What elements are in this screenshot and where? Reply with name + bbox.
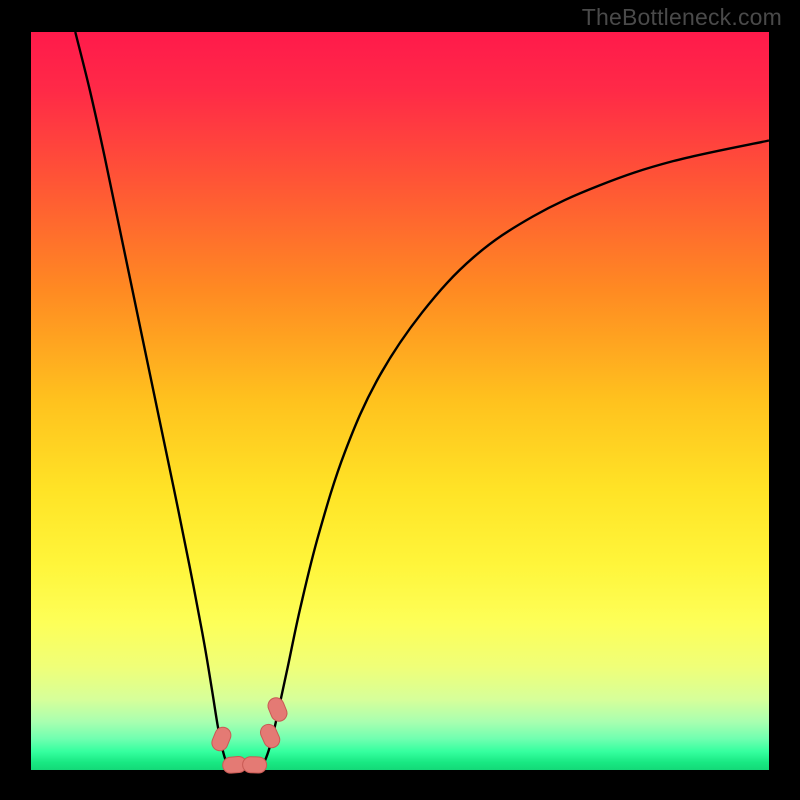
plot-background — [31, 32, 769, 770]
watermark-text: TheBottleneck.com — [582, 4, 782, 31]
marker-pill — [242, 756, 267, 773]
chart-container: { "canvas": { "width": 800, "height": 80… — [0, 0, 800, 800]
bottleneck-curve-plot — [0, 0, 800, 800]
